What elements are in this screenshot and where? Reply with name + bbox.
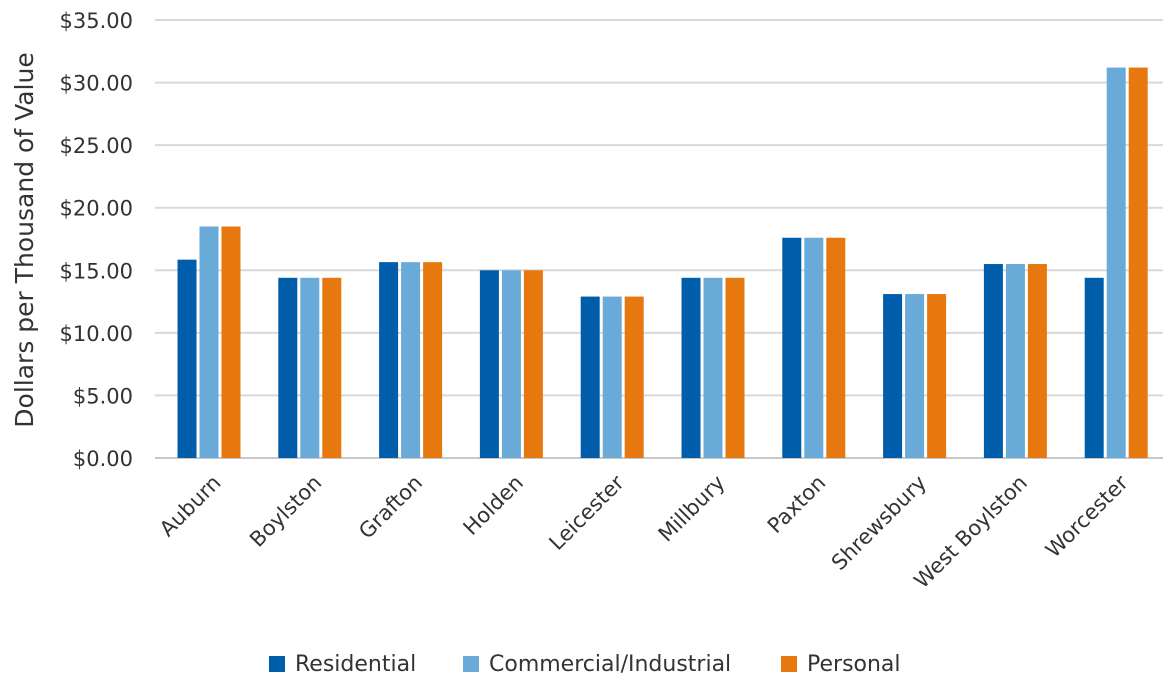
y-tick-label: $15.00 (60, 259, 133, 283)
legend: Residential Commercial/Industrial Personal (269, 652, 901, 677)
y-tick-label: $25.00 (60, 134, 133, 158)
bar-personal-auburn (221, 226, 241, 458)
y-tick-label: $5.00 (73, 384, 133, 408)
bar-personal-west-boylston (1027, 264, 1047, 458)
bar-personal-holden (523, 270, 543, 458)
bar-commercial-industrial-leicester (602, 296, 622, 458)
bar-commercial-industrial-worcester (1106, 67, 1126, 458)
bar-personal-paxton (826, 237, 846, 458)
bar-residential-boylston (278, 277, 298, 458)
bar-residential-worcester (1084, 277, 1104, 458)
bar-residential-auburn (177, 259, 197, 458)
bar-commercial-industrial-millbury (703, 277, 723, 458)
x-category-label: Millbury (654, 471, 730, 547)
bar-residential-holden (479, 270, 499, 458)
legend-swatch-commercial-industrial (463, 656, 479, 672)
bar-commercial-industrial-auburn (199, 226, 219, 458)
bar-commercial-industrial-paxton (804, 237, 824, 458)
bar-commercial-industrial-shrewsbury (905, 294, 925, 458)
bar-residential-west-boylston (983, 264, 1003, 458)
y-tick-label: $10.00 (60, 322, 133, 346)
bar-personal-worcester (1128, 67, 1148, 458)
legend-label-commercial-industrial: Commercial/Industrial (489, 652, 731, 677)
y-axis-title: Dollars per Thousand of Value (10, 52, 39, 427)
x-category-label: Auburn (155, 471, 226, 542)
legend-label-residential: Residential (295, 652, 416, 677)
bar-personal-boylston (322, 277, 342, 458)
x-category-label: Boylston (245, 471, 326, 552)
bar-personal-shrewsbury (927, 294, 947, 458)
bar-personal-grafton (423, 262, 443, 458)
x-category-label: Paxton (763, 471, 830, 538)
legend-swatch-personal (781, 656, 797, 672)
x-category-label: Grafton (354, 471, 427, 544)
bar-residential-millbury (681, 277, 701, 458)
x-category-label: Holden (459, 471, 528, 540)
x-category-label: Worcester (1041, 470, 1133, 562)
bar-residential-shrewsbury (883, 294, 903, 458)
y-tick-label: $0.00 (73, 447, 133, 471)
bar-residential-leicester (580, 296, 600, 458)
y-tick-label: $30.00 (60, 72, 133, 96)
bar-personal-millbury (725, 277, 745, 458)
bar-commercial-industrial-grafton (401, 262, 421, 458)
x-category-label: Leicester (544, 470, 629, 555)
legend-swatch-residential (269, 656, 285, 672)
bar-commercial-industrial-holden (501, 270, 521, 458)
y-axis-ticks: $0.00 $5.00 $10.00 $15.00 $20.00 $25.00 $30.00… (60, 9, 133, 471)
bar-commercial-industrial-west-boylston (1005, 264, 1025, 458)
bar-residential-grafton (379, 262, 399, 458)
x-category-label: Shrewsbury (827, 471, 931, 575)
legend-label-personal: Personal (807, 652, 901, 677)
bar-residential-paxton (782, 237, 802, 458)
x-axis-categories: Auburn Boylston Grafton Holden Leicester Mill… (155, 470, 1133, 593)
bar-personal-leicester (624, 296, 644, 458)
y-tick-label: $20.00 (60, 197, 133, 221)
bar-commercial-industrial-boylston (300, 277, 320, 458)
bars (177, 67, 1148, 458)
y-tick-label: $35.00 (60, 9, 133, 33)
